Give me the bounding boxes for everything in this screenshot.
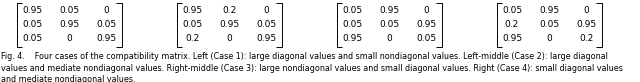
Text: 0: 0 bbox=[424, 6, 429, 15]
Text: 0.2: 0.2 bbox=[222, 6, 236, 15]
Text: 0.95: 0.95 bbox=[416, 20, 436, 29]
Text: 0: 0 bbox=[227, 34, 232, 43]
Text: Fig. 4.    Four cases of the compatibility matrix. Left (Case 1): large diagonal: Fig. 4. Four cases of the compatibility … bbox=[1, 52, 608, 62]
Text: 0.2: 0.2 bbox=[579, 34, 593, 43]
Text: 0.05: 0.05 bbox=[342, 20, 362, 29]
Text: 0.95: 0.95 bbox=[502, 34, 522, 43]
Text: 0: 0 bbox=[264, 6, 269, 15]
Text: 0.95: 0.95 bbox=[576, 20, 596, 29]
Text: 0.05: 0.05 bbox=[182, 20, 202, 29]
Text: 0.05: 0.05 bbox=[342, 6, 362, 15]
Text: 0.95: 0.95 bbox=[96, 34, 116, 43]
Text: 0: 0 bbox=[387, 34, 392, 43]
Text: 0.95: 0.95 bbox=[182, 6, 202, 15]
Text: 0.95: 0.95 bbox=[22, 6, 42, 15]
Text: 0.95: 0.95 bbox=[539, 6, 559, 15]
Text: 0.05: 0.05 bbox=[22, 20, 42, 29]
Text: 0.05: 0.05 bbox=[96, 20, 116, 29]
Text: 0.95: 0.95 bbox=[379, 6, 399, 15]
Text: 0.95: 0.95 bbox=[59, 20, 79, 29]
Text: values and mediate nondiagonal values. Right-middle (Case 3): large nondiagonal : values and mediate nondiagonal values. R… bbox=[1, 64, 623, 73]
Text: 0.05: 0.05 bbox=[59, 6, 79, 15]
Text: and mediate nondiagonal values.: and mediate nondiagonal values. bbox=[1, 75, 136, 82]
Text: 0.05: 0.05 bbox=[22, 34, 42, 43]
Text: 0.05: 0.05 bbox=[539, 20, 559, 29]
Text: 0: 0 bbox=[584, 6, 589, 15]
Text: 0.95: 0.95 bbox=[219, 20, 239, 29]
Text: 0.2: 0.2 bbox=[505, 20, 519, 29]
Text: 0: 0 bbox=[104, 6, 109, 15]
Text: 0.95: 0.95 bbox=[256, 34, 276, 43]
Text: 0.2: 0.2 bbox=[185, 34, 199, 43]
Text: 0.05: 0.05 bbox=[416, 34, 436, 43]
Text: 0: 0 bbox=[67, 34, 72, 43]
Text: 0.05: 0.05 bbox=[502, 6, 522, 15]
Text: 0.95: 0.95 bbox=[342, 34, 362, 43]
Text: 0.05: 0.05 bbox=[256, 20, 276, 29]
Text: 0.05: 0.05 bbox=[379, 20, 399, 29]
Text: 0: 0 bbox=[547, 34, 552, 43]
